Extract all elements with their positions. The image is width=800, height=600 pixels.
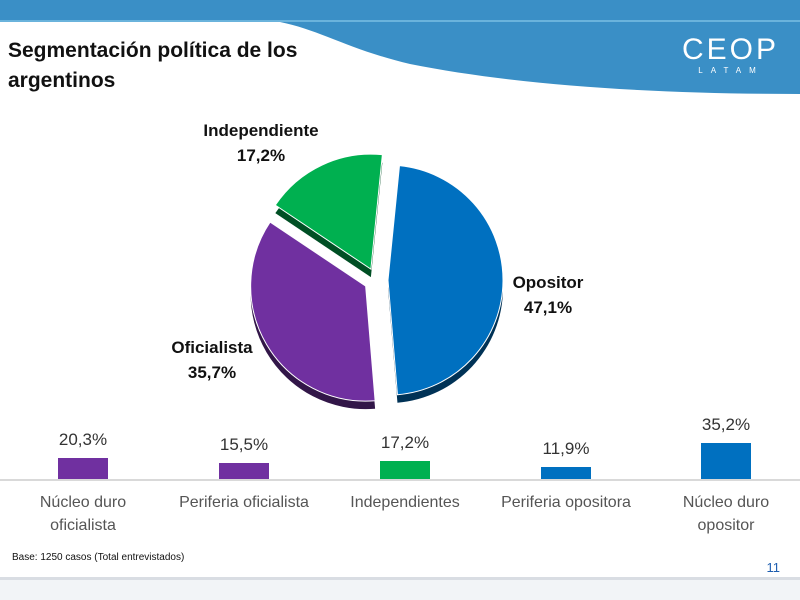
pie-slice-independiente: [274, 153, 383, 271]
pie-label-value: 35,7%: [187, 363, 237, 382]
category-label-line: oficialista: [50, 517, 116, 534]
bar-value-label-periferia-opositora: 11,9%: [542, 439, 590, 458]
category-label-nucleo-duro-oficialista: Núcleo duro oficialista: [3, 491, 163, 537]
ceop-logo: CEOP LATAM: [682, 33, 780, 78]
pie-slice-opositor: [387, 165, 504, 396]
category-label-line: Periferia oficialista: [179, 494, 309, 511]
pie-label-name: Oficialista: [171, 338, 253, 357]
category-label-line: Núcleo duro: [682, 494, 770, 511]
footer-band: [0, 580, 800, 600]
logo-sub-text: LATAM: [698, 66, 764, 75]
logo-main-text: CEOP: [682, 33, 780, 66]
category-label-periferia-oficialista: Periferia oficialista: [164, 491, 324, 514]
base-note: Base: 1250 casos (Total entrevistados): [12, 552, 185, 563]
category-label-line: Independientes: [350, 494, 460, 511]
pie-label-value: 17,2%: [236, 146, 286, 165]
header-banner: [0, 0, 800, 94]
bar-periferia-opositora: [541, 467, 591, 479]
pie-label-value: 47,1%: [523, 298, 573, 317]
bar-nucleo-duro-oficialista: [58, 458, 108, 479]
category-label-line: Núcleo duro: [39, 494, 127, 511]
pie-label-opositor: Opositor 47,1%: [493, 270, 603, 320]
category-label-line: Periferia opositora: [501, 494, 631, 511]
category-label-line: opositor: [697, 517, 755, 534]
bar-value-label-nucleo-duro-oficialista: 20,3%: [58, 430, 108, 449]
header-swoosh: [0, 22, 800, 94]
category-label-independientes: Independientes: [325, 491, 485, 514]
bar-value-label-periferia-oficialista: 15,5%: [219, 435, 269, 454]
category-label-periferia-opositora: Periferia opositora: [486, 491, 646, 514]
pie-label-oficialista: Oficialista 35,7%: [157, 335, 267, 385]
pie-slice-oficialista: [250, 221, 376, 402]
bar-nucleo-duro-opositor: [701, 443, 751, 479]
bar-independientes: [380, 461, 430, 479]
page-number: 11: [766, 560, 781, 575]
category-label-nucleo-duro-opositor: Núcleo duro opositor: [646, 491, 800, 537]
bar-value-label-independientes: 17,2%: [380, 433, 430, 452]
bar-value-label-nucleo-duro-opositor: 35,2%: [701, 415, 751, 434]
pie-label-name: Opositor: [512, 273, 584, 292]
slide-title: Segmentación política de los argentinos: [8, 39, 298, 92]
footer-divider: [0, 577, 800, 580]
pie-label-name: Independiente: [203, 121, 319, 140]
bar-periferia-oficialista: [219, 463, 269, 479]
pie-label-independiente: Independiente 17,2%: [186, 118, 336, 168]
bar-chart-baseline: [0, 479, 800, 481]
header-top-band: [0, 0, 800, 20]
